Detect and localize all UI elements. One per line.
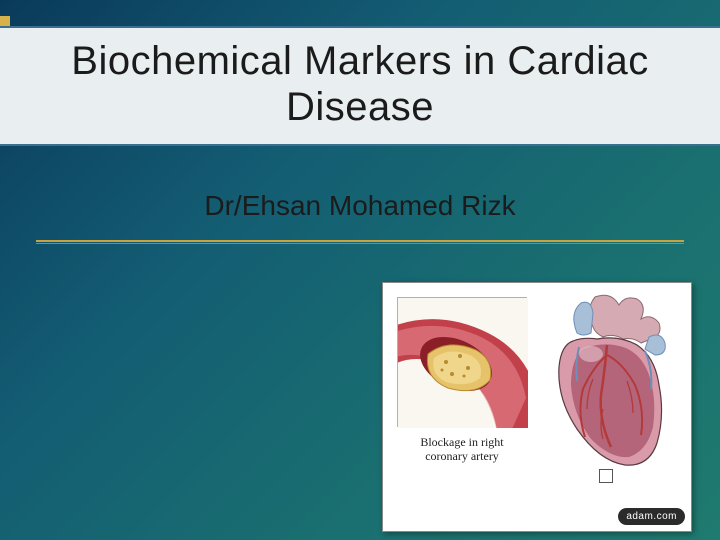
title-panel: Biochemical Markers in Cardiac Disease	[0, 26, 720, 146]
slide-title: Biochemical Markers in Cardiac Disease	[20, 38, 700, 130]
slide-subtitle: Dr/Ehsan Mohamed Rizk	[0, 190, 720, 222]
inset-caption: Blockage in right coronary artery	[397, 435, 527, 464]
caption-line-2: coronary artery	[425, 449, 499, 463]
artery-inset	[397, 297, 527, 427]
slide: Biochemical Markers in Cardiac Disease D…	[0, 0, 720, 540]
placeholder-box-icon	[599, 469, 613, 483]
caption-line-1: Blockage in right	[420, 435, 503, 449]
source-logo: adam.com	[618, 508, 685, 525]
divider-line	[36, 240, 684, 246]
medical-illustration: Blockage in right coronary artery	[382, 282, 692, 532]
heart-diagram	[533, 289, 683, 479]
